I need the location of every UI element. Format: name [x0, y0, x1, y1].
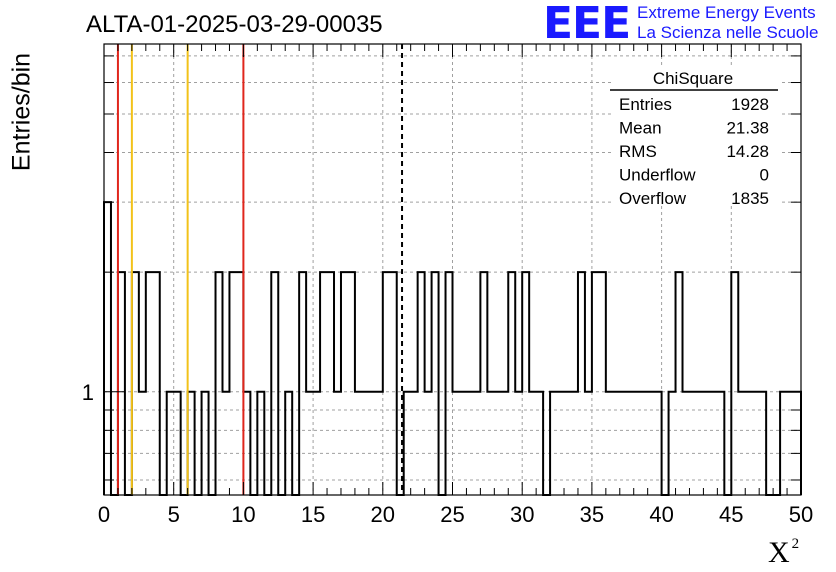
x-tick-label: 25 — [440, 502, 464, 527]
histogram-bin — [348, 272, 355, 495]
histogram-bin — [104, 202, 111, 495]
x-tick-label: 0 — [98, 502, 110, 527]
stats-row-value: 21.38 — [726, 119, 769, 138]
x-tick-label: 20 — [371, 502, 395, 527]
x-tick-label: 15 — [301, 502, 325, 527]
x-tick-label: 40 — [649, 502, 673, 527]
x-tick-label: 5 — [168, 502, 180, 527]
histogram-bin — [132, 272, 139, 495]
histogram-bin — [271, 272, 278, 495]
histogram-bin — [118, 272, 125, 495]
stats-row-label: Entries — [619, 95, 672, 114]
histogram-bin — [320, 272, 327, 495]
histogram-bin — [480, 272, 487, 495]
histogram-bin — [216, 272, 223, 495]
stats-row-value: 0 — [760, 166, 769, 185]
reference-lines-layer — [116, 44, 404, 495]
x-tick-label: 50 — [789, 502, 813, 527]
histogram-bin — [418, 272, 425, 495]
x-tick-label: 30 — [510, 502, 534, 527]
histogram-bin — [676, 272, 683, 495]
histogram-bin — [341, 272, 348, 495]
stats-box: ChiSquare Entries 1928 Mean 21.38 RMS 14.28 Und… — [610, 66, 780, 208]
x-tick-label: 35 — [580, 502, 604, 527]
stats-row-value: 14.28 — [726, 142, 769, 161]
stats-row-label: RMS — [619, 142, 657, 161]
x-tick-label: 10 — [231, 502, 255, 527]
histogram-bin — [153, 272, 160, 495]
stats-box-title: ChiSquare — [653, 69, 733, 88]
histogram-layer — [103, 201, 802, 496]
stats-row-value: 1835 — [731, 189, 769, 208]
logo-caption-line2: La Scienza nelle Scuole — [637, 23, 819, 42]
histogram-bin — [599, 272, 606, 495]
stats-row-value: 1928 — [731, 95, 769, 114]
stats-row-label: Underflow — [619, 166, 696, 185]
histogram-bin — [229, 272, 236, 495]
histogram-bin — [299, 272, 306, 495]
stats-row-label: Overflow — [619, 189, 687, 208]
histogram-bin — [522, 272, 529, 495]
histogram-bin — [383, 272, 390, 495]
histogram-bin — [446, 272, 453, 495]
histogram-bin — [236, 272, 243, 495]
x-axis-label-text: X — [768, 536, 790, 569]
histogram-bin — [327, 272, 334, 495]
x-tick-label: 45 — [719, 502, 743, 527]
histogram-bin — [578, 272, 585, 495]
histogram-bin — [146, 272, 153, 495]
stats-row-label: Mean — [619, 119, 662, 138]
histogram-bin — [390, 272, 397, 495]
page-title: ALTA-01-2025-03-29-00035 — [86, 11, 383, 38]
histogram-bin — [592, 272, 599, 495]
tick-layer: 0 5 10 15 20 25 30 35 40 45 50 1 — [82, 44, 813, 527]
x-axis-label-superscript: 2 — [791, 536, 800, 552]
histogram-bin — [731, 272, 738, 495]
logo-caption-line1: Extreme Energy Events — [637, 3, 816, 22]
y-tick-label: 1 — [82, 380, 94, 405]
histogram-bin — [508, 272, 515, 495]
eee-logo: EEE — [543, 0, 631, 49]
histogram-outline — [103, 201, 802, 496]
logo-caption: Extreme Energy Events La Scienza nelle S… — [637, 3, 818, 43]
histogram-bin — [432, 272, 439, 495]
